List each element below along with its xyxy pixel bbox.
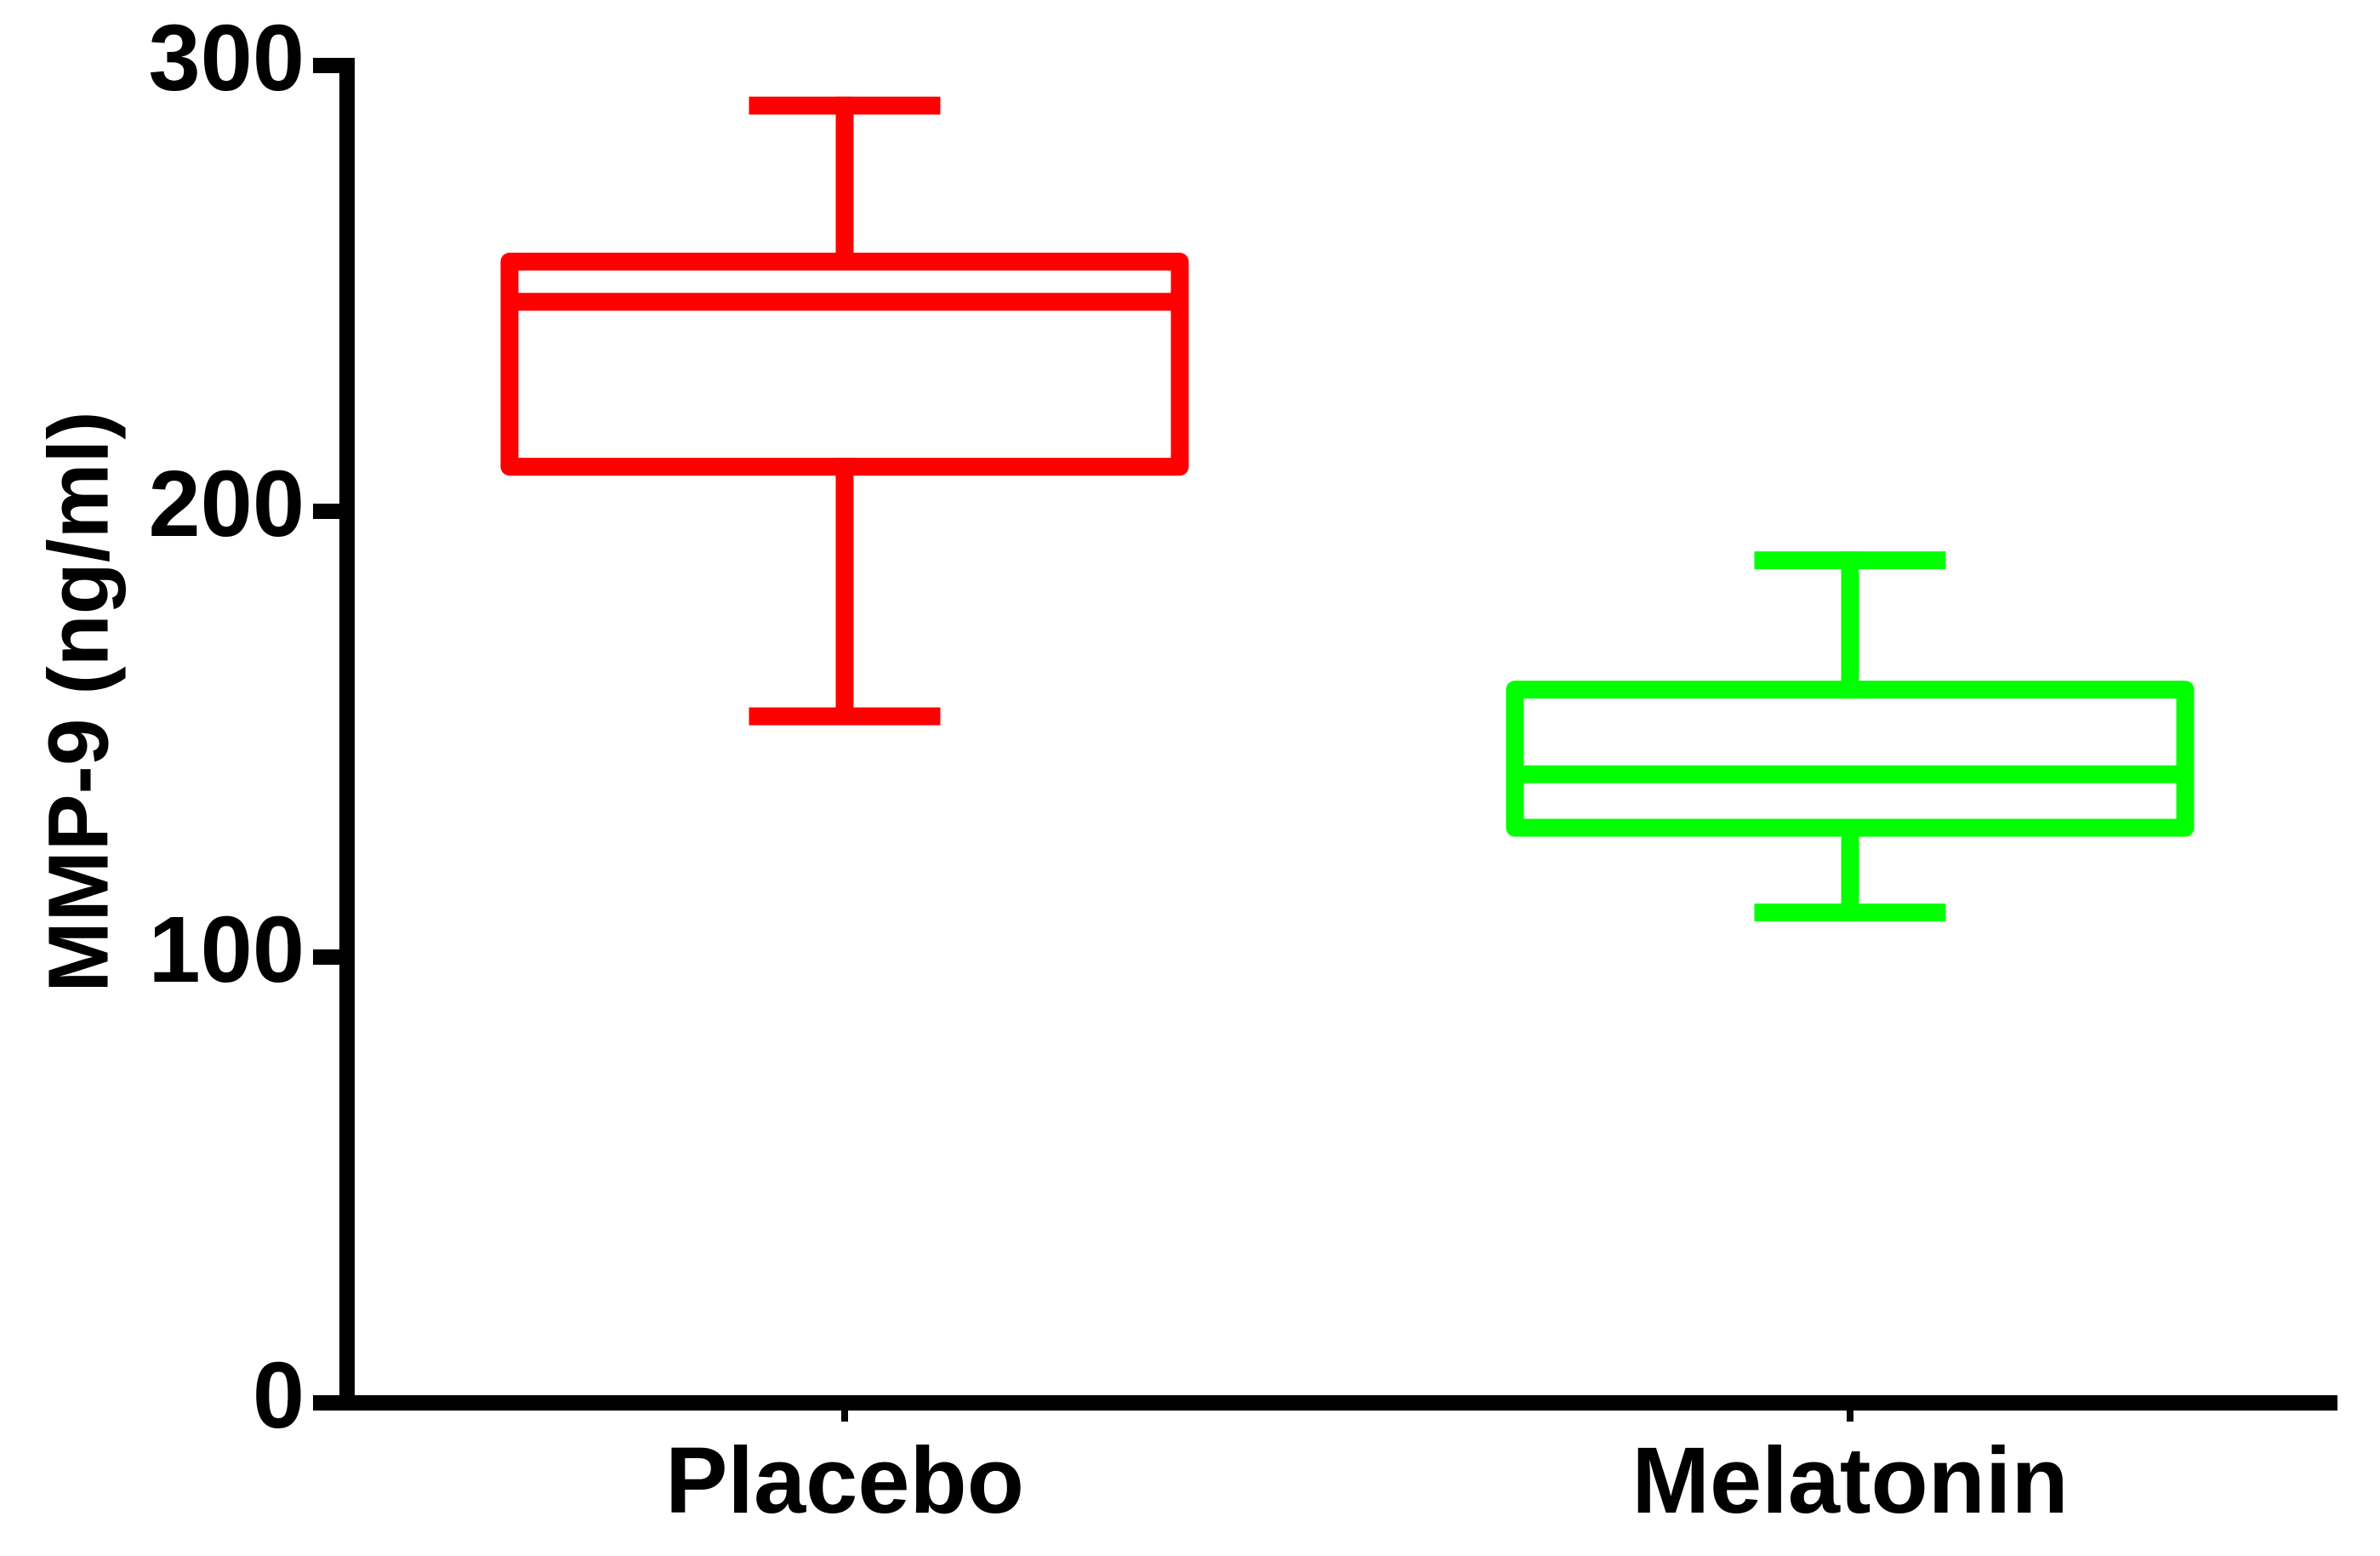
y-axis-title: MMP-9 (ng/ml) xyxy=(31,411,126,992)
box xyxy=(500,253,1189,476)
y-tick-label: 100 xyxy=(148,898,305,1002)
y-tick-label: 200 xyxy=(148,452,305,556)
y-tick-label: 0 xyxy=(253,1343,305,1448)
x-tick-label: Placebo xyxy=(665,1428,1024,1533)
x-tick-label: Melatonin xyxy=(1631,1428,2068,1533)
y-tick-label: 300 xyxy=(148,6,305,111)
box xyxy=(1506,681,2195,837)
